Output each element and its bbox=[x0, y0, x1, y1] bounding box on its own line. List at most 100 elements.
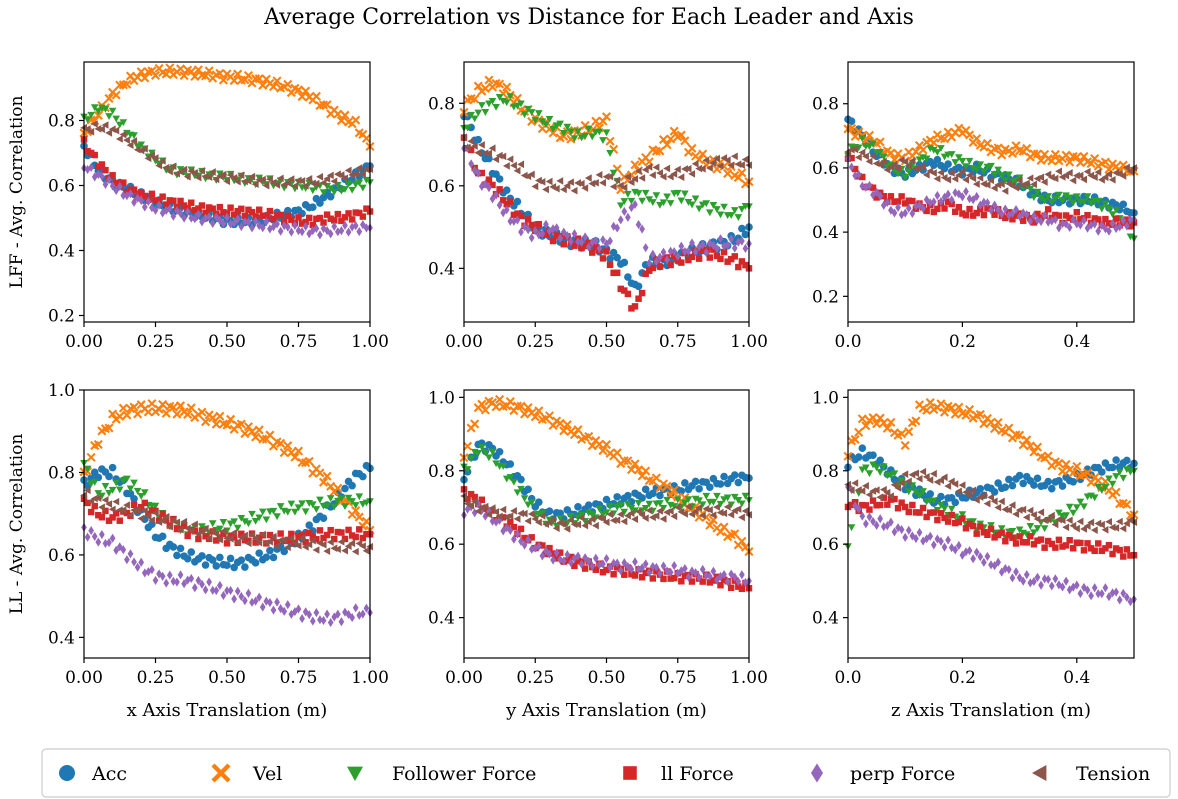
legend-item-perp-force: perp Force bbox=[811, 763, 955, 785]
data-point bbox=[134, 562, 141, 572]
data-point bbox=[1055, 191, 1063, 199]
axes-frame bbox=[847, 389, 1135, 659]
data-point bbox=[961, 410, 971, 420]
data-point bbox=[1063, 576, 1069, 586]
x-tick-label: 0.00 bbox=[65, 332, 103, 352]
data-point bbox=[309, 187, 317, 195]
data-point bbox=[298, 534, 306, 542]
data-point bbox=[535, 220, 543, 228]
data-point bbox=[702, 200, 711, 208]
data-point bbox=[735, 583, 742, 590]
data-point bbox=[293, 446, 304, 456]
data-point bbox=[87, 497, 95, 506]
data-point bbox=[327, 215, 334, 222]
data-point bbox=[470, 94, 480, 104]
x-axis-label: y Axis Translation (m) bbox=[505, 700, 707, 721]
data-point bbox=[503, 523, 510, 533]
data-point bbox=[662, 481, 672, 491]
data-point bbox=[562, 420, 572, 430]
data-point bbox=[927, 531, 934, 541]
data-point bbox=[884, 521, 891, 531]
data-point bbox=[660, 561, 667, 571]
data-point bbox=[506, 93, 515, 101]
data-point bbox=[252, 596, 259, 606]
legend-marker bbox=[59, 765, 75, 781]
data-point bbox=[685, 256, 692, 264]
data-point bbox=[898, 193, 905, 200]
data-point bbox=[123, 136, 130, 144]
data-point bbox=[341, 186, 349, 193]
data-point bbox=[251, 534, 259, 543]
data-point bbox=[344, 180, 353, 188]
data-point bbox=[499, 197, 507, 204]
data-point bbox=[1044, 193, 1052, 200]
data-point bbox=[327, 617, 334, 628]
data-point bbox=[589, 249, 596, 256]
data-point bbox=[269, 532, 277, 541]
data-point bbox=[851, 479, 859, 487]
data-point bbox=[1062, 523, 1070, 532]
data-point bbox=[359, 542, 366, 550]
data-point bbox=[205, 534, 213, 543]
data-point bbox=[937, 168, 944, 177]
data-point bbox=[891, 208, 898, 218]
data-point bbox=[1038, 580, 1044, 590]
data-point bbox=[1087, 545, 1095, 552]
data-point bbox=[936, 399, 946, 409]
data-point bbox=[1052, 215, 1059, 225]
data-point bbox=[891, 198, 898, 205]
data-point bbox=[1051, 174, 1059, 183]
data-point bbox=[564, 550, 571, 560]
data-point bbox=[331, 221, 338, 231]
data-point bbox=[716, 500, 725, 508]
data-point bbox=[351, 170, 359, 178]
data-point bbox=[118, 403, 128, 413]
data-point bbox=[950, 409, 960, 419]
data-point bbox=[678, 566, 685, 576]
data-point bbox=[671, 247, 678, 257]
data-point bbox=[909, 531, 916, 541]
data-point bbox=[734, 214, 743, 221]
data-point bbox=[890, 480, 898, 489]
data-point bbox=[895, 202, 901, 212]
data-point bbox=[869, 451, 877, 459]
data-point bbox=[980, 180, 987, 188]
data-point bbox=[201, 417, 211, 427]
y-tick-label: 0.8 bbox=[48, 463, 75, 483]
data-point bbox=[873, 520, 880, 530]
data-point bbox=[649, 264, 657, 272]
data-point bbox=[945, 189, 951, 199]
data-point bbox=[1019, 479, 1027, 488]
data-point bbox=[1040, 525, 1049, 533]
data-point bbox=[141, 192, 149, 200]
data-point bbox=[1126, 233, 1135, 241]
data-point bbox=[980, 168, 988, 176]
data-point bbox=[1015, 174, 1024, 182]
data-point bbox=[713, 252, 721, 260]
data-point bbox=[1073, 524, 1080, 533]
data-point bbox=[854, 453, 863, 461]
x-tick-label: 0.4 bbox=[1063, 332, 1090, 352]
data-point bbox=[901, 503, 909, 511]
data-point bbox=[478, 102, 486, 109]
data-point bbox=[706, 254, 714, 261]
data-point bbox=[863, 519, 869, 529]
x-tick-label: 0.00 bbox=[65, 668, 103, 688]
data-point bbox=[255, 514, 263, 522]
data-point bbox=[1119, 524, 1127, 533]
data-point bbox=[356, 610, 363, 620]
data-point bbox=[738, 224, 746, 233]
data-point bbox=[94, 108, 103, 115]
data-point bbox=[144, 512, 152, 521]
data-point bbox=[510, 507, 517, 515]
data-point bbox=[919, 504, 927, 512]
data-point bbox=[137, 514, 145, 523]
data-point bbox=[109, 181, 116, 191]
data-point bbox=[1080, 198, 1088, 206]
data-point bbox=[1123, 456, 1131, 465]
data-point bbox=[312, 546, 320, 554]
data-point bbox=[481, 109, 490, 116]
data-point bbox=[506, 474, 515, 481]
data-point bbox=[525, 225, 531, 235]
data-point bbox=[480, 405, 490, 415]
